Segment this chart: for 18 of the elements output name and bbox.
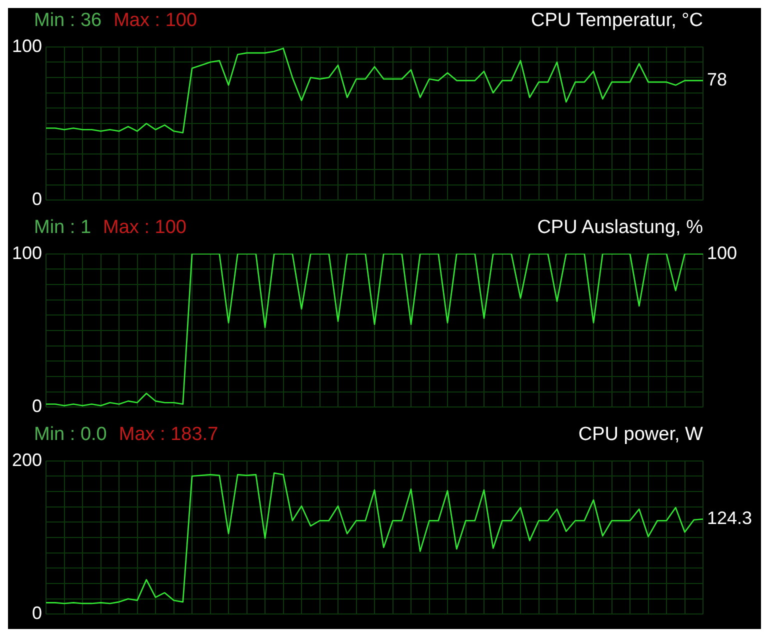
y-tick-label: 0 [32, 603, 42, 624]
y-tick-label: 100 [12, 242, 42, 263]
text: Min : 1 [34, 217, 92, 238]
chart-title: CPU Temperatur, °C [531, 10, 703, 32]
text: Max : 100 [114, 10, 198, 31]
text: Min : 0.0 [34, 424, 107, 445]
y-tick-label: 0 [32, 396, 42, 416]
chart-title: CPU power, W [578, 424, 703, 446]
text: 124.3 [707, 508, 752, 528]
text: Max : 100 [103, 217, 186, 238]
text: 100 [707, 242, 738, 263]
y-tick-label: 0 [32, 189, 42, 210]
y-tick-label: 100 [12, 36, 42, 56]
text: 78 [707, 70, 728, 90]
y-tick-label: 200 [12, 450, 42, 470]
text: Max : 183.7 [118, 424, 218, 445]
chart-title: CPU Auslastung, % [537, 217, 703, 239]
text: Min : 36 [34, 10, 102, 31]
